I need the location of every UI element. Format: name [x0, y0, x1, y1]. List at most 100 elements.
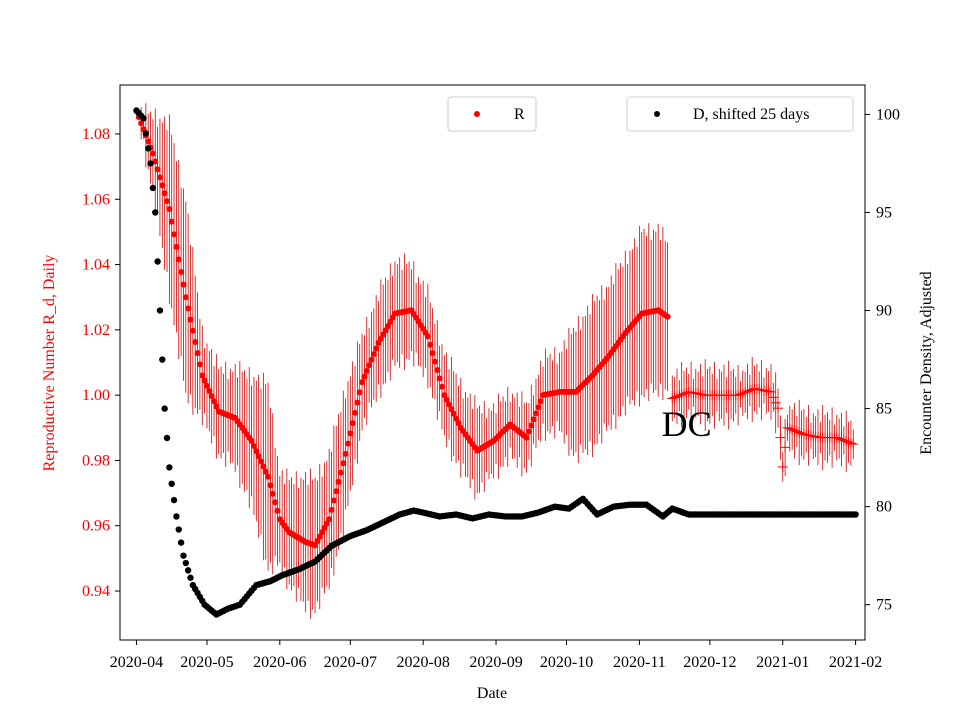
y-right-tick-label: 90 [876, 303, 892, 320]
r-point [337, 469, 344, 476]
r-point [187, 316, 194, 323]
x-axis-title: Date [477, 685, 507, 702]
r-point [154, 166, 161, 173]
d-point [142, 130, 150, 137]
r-point [335, 478, 342, 485]
legend-r-marker [474, 111, 480, 117]
r-point [250, 442, 257, 449]
y-right-tick-label: 75 [876, 597, 892, 614]
r-point [431, 358, 438, 365]
d-point [161, 405, 168, 412]
r-point [453, 415, 460, 422]
y-right-tick-label: 80 [876, 499, 892, 516]
r-point [352, 409, 359, 416]
r-markers [133, 108, 671, 549]
r-point [175, 256, 182, 263]
r-point [361, 373, 368, 380]
r-point [438, 383, 445, 390]
r-point [366, 362, 373, 369]
r-point [145, 138, 152, 145]
y-left-tick-label: 1.06 [82, 191, 110, 208]
d-point [852, 511, 859, 518]
d-point [154, 258, 161, 265]
d-point [168, 480, 175, 487]
r-point [373, 345, 380, 352]
r-point [168, 218, 175, 225]
r-point [255, 453, 262, 460]
r-point [194, 350, 201, 357]
r-point [274, 507, 281, 514]
d-point [187, 574, 194, 581]
r-point [349, 420, 356, 427]
legend-d-label: D, shifted 25 days [693, 106, 809, 123]
annotation-dc: DC [662, 404, 712, 444]
r-point [424, 333, 431, 340]
r-point [171, 231, 178, 238]
r-point [455, 420, 462, 427]
r-point [149, 150, 156, 157]
r-point [161, 190, 168, 197]
x-tick-label: 2020-04 [110, 654, 163, 671]
r-point [537, 398, 544, 405]
r-point [356, 389, 363, 396]
d-point [163, 434, 171, 442]
axes-frame [119, 84, 866, 641]
r-point [260, 463, 267, 470]
x-tick-label: 2020-06 [253, 654, 306, 671]
r-point [330, 497, 337, 504]
r-point [189, 327, 196, 334]
r-point [265, 473, 272, 480]
d-point [156, 307, 164, 314]
r-point [347, 430, 354, 437]
x-tick-label: 2020-11 [613, 654, 666, 671]
y-left-tick-label: 1.04 [82, 257, 110, 274]
y-right-tick-label: 85 [876, 401, 892, 418]
r-point [427, 341, 434, 348]
r-point [344, 440, 351, 447]
r-point [199, 372, 206, 379]
y-right-tick-label: 100 [876, 106, 900, 123]
d-point [184, 567, 192, 574]
y-axis-left-title: Reproductive Number R_d, Daily [41, 255, 58, 472]
d-point [149, 184, 157, 192]
r-point [664, 313, 671, 320]
d-point [175, 526, 182, 533]
r-point [213, 403, 220, 410]
y-left-tick-label: 1.02 [82, 322, 110, 339]
legend-r: R [447, 96, 537, 132]
d-point [152, 209, 159, 216]
r-point [446, 401, 453, 408]
r-point [528, 422, 535, 429]
r-point [201, 377, 208, 384]
r-point [208, 393, 215, 400]
r-point [253, 448, 260, 455]
d-point [173, 513, 180, 520]
y-left-tick-label: 0.94 [82, 583, 110, 600]
y-left-tick-label: 1.00 [82, 387, 110, 404]
r-point [192, 338, 199, 345]
r-point [182, 294, 189, 301]
r-point [269, 490, 276, 497]
r-point [523, 434, 530, 441]
r-point [164, 198, 171, 205]
r-point [354, 399, 361, 406]
r-point [328, 506, 335, 513]
r-point [178, 269, 185, 276]
r-point [429, 350, 436, 357]
r-point [156, 174, 163, 181]
r-errorbars [138, 103, 668, 619]
r-point [525, 428, 532, 435]
r-point [152, 158, 159, 165]
r-point [436, 375, 443, 382]
y-axis-right-title: Encounter Density, Adjusted [918, 271, 935, 454]
r-point [363, 367, 370, 374]
d-point [170, 496, 178, 504]
r-point [359, 379, 366, 386]
r-point [272, 499, 279, 506]
x-tick-label: 2020-05 [180, 654, 233, 671]
r-point [185, 305, 192, 312]
r-point [262, 468, 269, 475]
r-point [532, 410, 539, 417]
d-point [145, 145, 152, 152]
r-point [159, 182, 166, 189]
